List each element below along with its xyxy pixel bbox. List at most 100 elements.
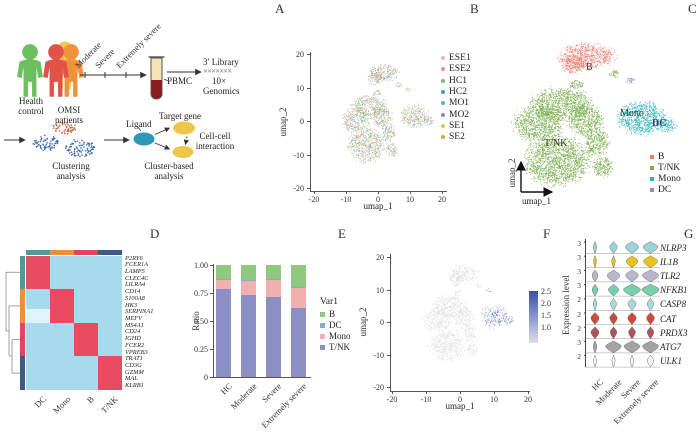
- ratio-bar-segment: [291, 286, 306, 288]
- heatmap-cell: [74, 363, 98, 370]
- umap-sample-x-tick: [442, 191, 443, 194]
- umap-celltype-onplot-label: T/NK: [544, 138, 568, 149]
- heatmap-cell: [50, 356, 74, 364]
- violin-gene-label: NFKB1: [660, 285, 688, 296]
- feature-x-tick-label: 0: [458, 395, 462, 404]
- heatmap-cell: [50, 322, 74, 330]
- feature-colorbar: [529, 291, 538, 343]
- violin-shape: [647, 326, 654, 340]
- umap-sample-y-label: umap_2: [278, 107, 288, 137]
- heatmap-cell: [98, 255, 122, 263]
- heatmap-gene-label: CD24: [125, 328, 141, 336]
- umap-celltype-legend-item: T/NK: [650, 163, 680, 173]
- workflow-schematic: Health control OMSI patients Moderate Se…: [0, 0, 270, 215]
- umap-sample-x-tick: [410, 191, 411, 194]
- ratio-legend-item: DC: [320, 320, 342, 330]
- violin-plots: [584, 239, 660, 368]
- heatmap-cell: [26, 289, 50, 296]
- heatmap-cell: [50, 295, 74, 303]
- violin-shape: [611, 254, 616, 269]
- umap-sample-x-tick-label: 20: [438, 195, 446, 204]
- feature-x-tick: [460, 391, 461, 394]
- legend-swatch-icon: [441, 135, 445, 140]
- umap-sample-y-axis: [310, 52, 311, 192]
- heatmap-cell: [50, 262, 74, 269]
- umap-celltype-plot: [500, 30, 700, 205]
- umap-sample-y-tick-label: 20: [296, 50, 304, 59]
- heatmap-row-annotation-cell: [20, 255, 25, 290]
- heatmap-cell: [98, 322, 122, 330]
- heatmap-cell: [74, 309, 98, 316]
- heatmap-cell: [98, 329, 122, 337]
- violin-shape: [627, 297, 637, 311]
- heatmap-cell: [74, 342, 98, 350]
- violin-shape: [609, 241, 618, 254]
- panel-label-a: A: [275, 1, 285, 16]
- legend-label: Mono: [329, 331, 351, 341]
- legend-label: HC1: [449, 75, 467, 86]
- heatmap-cell: [26, 262, 50, 269]
- panel-label-g: G: [684, 226, 694, 241]
- violin-shape: [593, 355, 597, 368]
- feature-x-tick-label: 20: [524, 395, 532, 404]
- ratio-x-axis: [213, 377, 311, 378]
- heatmap-cell: [74, 329, 98, 337]
- feature-x-tick-label: -20: [386, 395, 398, 404]
- feature-y-tick-label: 10: [376, 285, 384, 295]
- library-label: 3′ Library: [203, 57, 239, 67]
- legend-swatch-icon: [441, 89, 445, 94]
- heatmap-col-annotation-cell: [50, 250, 74, 255]
- violin-gene-label: IL1B: [660, 256, 678, 267]
- legend-swatch-icon: [320, 311, 325, 317]
- feature-x-tick: [528, 391, 529, 394]
- heatmap-gene-label: GZMM: [125, 368, 144, 376]
- ratio-bar-segment: [241, 295, 256, 377]
- heatmap-cell: [98, 342, 122, 350]
- violin-y-tick-label: 2: [577, 309, 581, 319]
- violin-shape: [646, 312, 655, 325]
- legend-label: Mono: [658, 174, 681, 184]
- feature-y-tick: [387, 289, 390, 291]
- legend-label: ESE2: [449, 64, 471, 75]
- feature-x-tick-label: -10: [420, 395, 432, 404]
- heatmap-cell: [98, 268, 122, 276]
- feature-colorbar-label: 1.5: [541, 311, 551, 320]
- heatmap-cell: [50, 275, 74, 283]
- heatmap-cell: [26, 342, 50, 350]
- umap-celltype-axis-arrows: [516, 160, 554, 197]
- heatmap-cell: [74, 289, 98, 296]
- violin-shape: [608, 283, 619, 297]
- violin-shape: [630, 354, 634, 368]
- legend-label: B: [329, 309, 336, 319]
- heatmap-gene-label: MAL: [125, 375, 138, 383]
- ratio-y-tick-label: 0: [204, 373, 208, 382]
- violin-shape: [593, 340, 597, 354]
- heatmap-cell: [50, 349, 74, 357]
- violin-shape: [610, 326, 617, 340]
- panel-label-d: D: [150, 226, 160, 241]
- heatmap-cell: [74, 322, 98, 330]
- heatmap-gene-label: KLRB1: [125, 382, 144, 390]
- legend-swatch-icon: [441, 123, 445, 128]
- umap-sample-x-tick-label: -20: [308, 195, 320, 204]
- heatmap-cell: [98, 309, 122, 316]
- ratio-bar-segment: [216, 265, 231, 279]
- violin-y-tick-label: 3: [577, 238, 581, 248]
- heatmap-gene-label: P2RY6: [125, 254, 143, 262]
- heatmap-cell: [98, 282, 122, 290]
- feature-colorbar-tick: [538, 291, 540, 292]
- violin-y-tick-label: 3: [577, 281, 581, 291]
- violin-shape: [593, 297, 597, 311]
- umap-celltype-legend-item: Mono: [650, 174, 681, 184]
- heatmap-cell: [50, 369, 74, 377]
- heatmap-cell: [74, 315, 98, 323]
- heatmap-cell: [98, 289, 122, 296]
- heatmap-cell: [98, 295, 122, 303]
- umap-celltype-y-label: umap_2: [507, 158, 517, 188]
- legend-label: T/NK: [329, 342, 350, 352]
- legend-swatch-icon: [650, 177, 654, 181]
- ratio-bar-segment: [216, 279, 231, 280]
- clustering-scatter-dots: [32, 121, 96, 158]
- feature-colorbar-label: 2.5: [541, 287, 551, 296]
- ratio-y-tick: [210, 321, 213, 322]
